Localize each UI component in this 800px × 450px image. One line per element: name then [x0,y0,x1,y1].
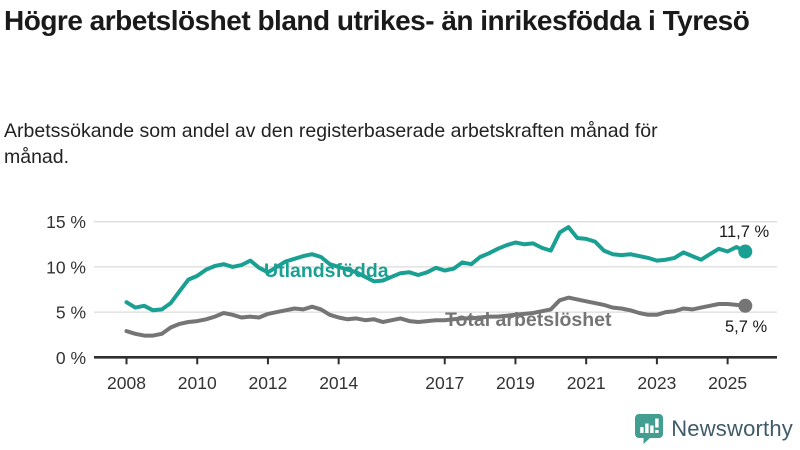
series-line-total [124,295,748,338]
bar-chart-speech-bubble-icon [635,414,664,444]
x-axis-tick-label: 2012 [248,373,287,393]
x-axis-tick-label: 2021 [567,373,606,393]
y-axis-tick-label: 5 % [56,303,86,323]
newsworthy-wordmark: Newsworthy [671,416,793,441]
series-end-value-label: 11,7 % [719,223,769,241]
series-line-utlandsfodda [124,225,748,313]
series-label: Total arbetslöshet [445,309,612,331]
series-end-value-label: 5,7 % [725,318,768,336]
y-axis-tick-label: 10 % [46,257,86,277]
x-axis-tick-label: 2017 [425,373,464,393]
series-end-dot [738,244,753,259]
newsworthy-logo: Newsworthy [634,413,793,445]
series-label: Utlandsfödda [264,260,389,282]
x-axis-tick-label: 2025 [708,373,747,393]
x-axis-tick-label: 2023 [637,373,676,393]
x-axis-tick-label: 2010 [178,373,217,393]
series-end-dot [738,298,753,313]
x-axis-tick-label: 2019 [496,373,535,393]
chart-header: Högre arbetslöshet bland utrikes- än inr… [4,4,790,38]
x-axis-tick-label: 2014 [319,373,358,393]
y-axis-tick-label: 0 % [56,348,86,368]
chart-subtitle: Arbetssökande som andel av den registerb… [4,120,658,169]
y-axis-tick-label: 15 % [46,212,86,232]
chart-title: Högre arbetslöshet bland utrikes- än inr… [4,5,750,36]
x-axis-tick-label: 2008 [107,373,146,393]
